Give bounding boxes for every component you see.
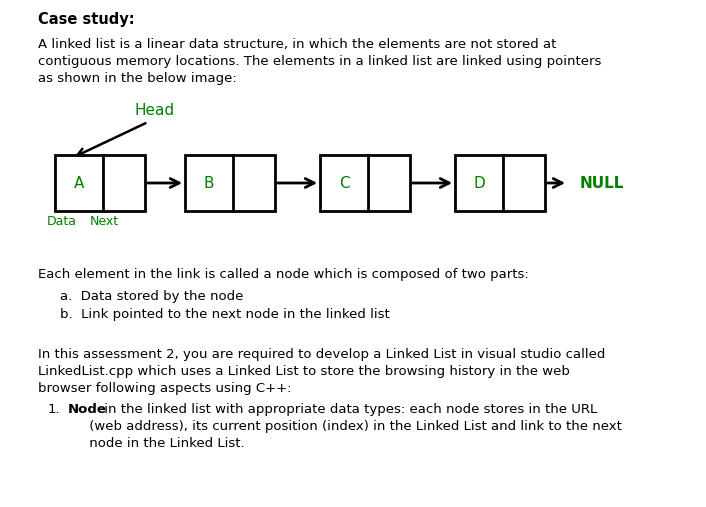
Text: A linked list is a linear data structure, in which the elements are not stored a: A linked list is a linear data structure…	[38, 38, 556, 51]
Bar	[455, 155, 545, 211]
Text: a.  Data stored by the node: a. Data stored by the node	[60, 290, 244, 303]
Bar	[320, 155, 410, 211]
Text: Each element in the link is called a node which is composed of two parts:: Each element in the link is called a nod…	[38, 268, 529, 281]
Bar	[185, 155, 275, 211]
Text: in the linked list with appropriate data types: each node stores in the URL: in the linked list with appropriate data…	[100, 403, 597, 416]
Text: Head: Head	[135, 103, 175, 118]
Text: B: B	[204, 175, 214, 191]
Text: node in the Linked List.: node in the Linked List.	[68, 437, 244, 450]
Text: b.  Link pointed to the next node in the linked list: b. Link pointed to the next node in the …	[60, 308, 390, 321]
Text: D: D	[473, 175, 485, 191]
Text: 1.: 1.	[48, 403, 61, 416]
Text: Case study:: Case study:	[38, 12, 135, 27]
Text: LinkedList.cpp which uses a Linked List to store the browsing history in the web: LinkedList.cpp which uses a Linked List …	[38, 365, 570, 378]
Text: Data: Data	[47, 215, 77, 228]
Text: (web address), its current position (index) in the Linked List and link to the n: (web address), its current position (ind…	[68, 420, 622, 433]
Text: contiguous memory locations. The elements in a linked list are linked using poin: contiguous memory locations. The element…	[38, 55, 602, 68]
Text: Next: Next	[90, 215, 119, 228]
Text: browser following aspects using C++:: browser following aspects using C++:	[38, 382, 292, 395]
Bar	[55, 155, 145, 211]
Text: Node: Node	[68, 403, 107, 416]
Text: In this assessment 2, you are required to develop a Linked List in visual studio: In this assessment 2, you are required t…	[38, 348, 605, 361]
Text: C: C	[339, 175, 349, 191]
Text: NULL: NULL	[580, 175, 624, 191]
Text: A: A	[74, 175, 84, 191]
Text: as shown in the below image:: as shown in the below image:	[38, 72, 237, 85]
